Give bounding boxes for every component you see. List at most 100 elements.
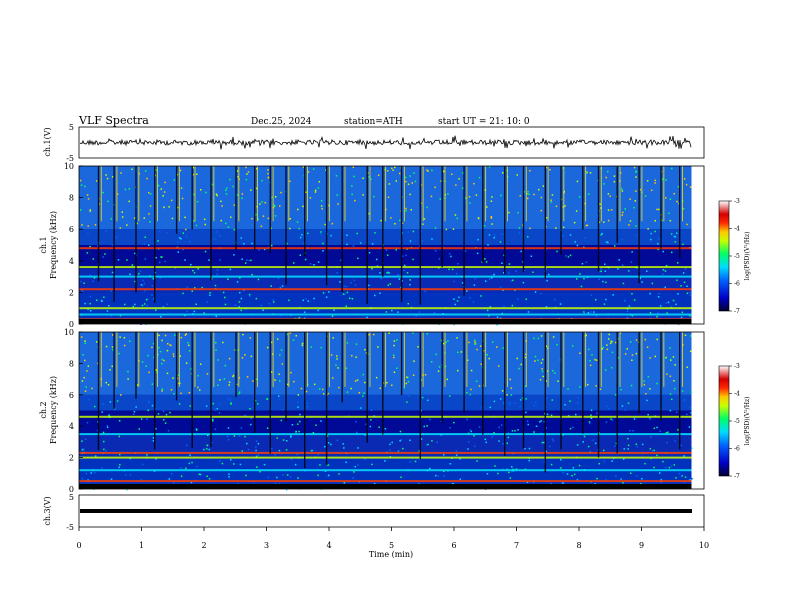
- ch2-colorbar-tick-label: -6: [734, 446, 740, 453]
- ch1-spec-speckle: [476, 252, 479, 255]
- ch1-spec-speckle: [144, 170, 147, 172]
- ch1-spec-speckle: [664, 270, 667, 272]
- ch1-spec-sferic: [679, 166, 681, 259]
- ch1-spec-speckle: [166, 232, 168, 234]
- ch2-spec-speckle: [305, 390, 308, 393]
- ch2-spec-speckle: [240, 427, 243, 429]
- ch2-spec-speckle: [492, 341, 494, 343]
- ch1-spec-speckle: [92, 280, 94, 283]
- ch1-spec-speckle: [233, 228, 235, 231]
- ch2-spec-speckle: [511, 466, 513, 468]
- ch2-spec-speckle: [407, 376, 409, 379]
- ch2-spec-speckle: [684, 476, 687, 478]
- ch2-spec-speckle: [170, 389, 173, 391]
- ch2-spec-speckle: [423, 425, 425, 428]
- ch2-spec-speckle: [299, 420, 301, 423]
- ch1-spec-speckle: [248, 259, 251, 262]
- ch2-spec-speckle: [118, 352, 120, 355]
- ch2-spec-speckle: [141, 361, 144, 363]
- ch2-spec-speckle: [528, 459, 530, 462]
- ch2-spec-speckle: [493, 432, 495, 434]
- ch2-spec-speckle: [101, 467, 103, 469]
- ch1-spec-speckle: [368, 212, 371, 215]
- ch1-spec-sferic: [135, 166, 137, 293]
- ch1-waveform-frame: [78, 126, 705, 159]
- ch1-spec-speckle: [320, 233, 322, 235]
- ch1-spec-speckle: [79, 179, 82, 182]
- ch1-colorbar-tick-label: -4: [734, 226, 740, 233]
- ch1-spec-speckle: [89, 210, 91, 212]
- ch1-spec-speckle: [192, 166, 194, 169]
- ch2-spec-speckle: [391, 384, 393, 386]
- ch1-spec-band-line: [79, 275, 692, 278]
- ch2-spec-speckle: [546, 397, 548, 400]
- ch1-spec-speckle: [385, 311, 388, 313]
- ch1-spec-speckle: [216, 273, 218, 275]
- ch1-spec-speckle: [585, 224, 588, 227]
- ch2-spec-sferic: [441, 332, 443, 424]
- ch1-spec-speckle: [483, 225, 486, 227]
- ch2-spec-speckle: [496, 346, 498, 348]
- ch2-spec-speckle: [82, 448, 85, 450]
- ch1-spec-speckle: [289, 218, 291, 220]
- ch2-spec-speckle: [473, 435, 475, 437]
- ch2-spec-speckle: [106, 426, 109, 429]
- ch2-spec-speckle: [163, 419, 165, 421]
- ch2-spec-speckle: [669, 393, 672, 395]
- ch2-spec-speckle: [608, 333, 610, 336]
- ch2-spec-speckle: [644, 338, 647, 341]
- ch1-spec-speckle: [320, 200, 323, 202]
- ch2-spec-speckle: [557, 380, 559, 382]
- ch1-spec-sferic: [154, 166, 156, 303]
- ch1-spec-speckle: [379, 292, 381, 294]
- ch1-spec-speckle: [233, 204, 236, 206]
- ch1-spec-sferic-halo: [257, 166, 258, 222]
- ch2-spec-speckle: [388, 332, 390, 334]
- ch2-spec-speckle: [371, 463, 373, 466]
- ch1-spec-speckle: [274, 196, 277, 198]
- ch2-spec-speckle: [241, 357, 244, 359]
- ch2-spec-speckle: [345, 461, 347, 464]
- ch1-spec-speckle: [404, 176, 407, 179]
- ch2-spec-speckle: [87, 479, 89, 481]
- ch2-spec-speckle: [129, 340, 131, 342]
- ch1-spec-speckle: [136, 222, 138, 225]
- ch1-spec-speckle: [371, 268, 373, 270]
- ch1-spec-speckle: [584, 237, 586, 239]
- ch2-spec-speckle: [603, 460, 606, 462]
- ch1-spec-speckle: [89, 274, 91, 276]
- ch2-spec-speckle: [286, 488, 288, 491]
- ch1-spec-speckle: [143, 243, 146, 245]
- ch1-spec-speckle: [331, 315, 334, 318]
- ch1-spec-speckle: [380, 219, 382, 222]
- ch2-spec-speckle: [216, 408, 218, 410]
- ch2-spec-speckle: [369, 425, 371, 428]
- ch2-spec-speckle: [120, 394, 122, 396]
- ch1-spec-speckle: [464, 250, 467, 252]
- ch2-spec-speckle: [438, 366, 441, 368]
- ch1-spec-sferic: [341, 166, 343, 293]
- ch1-spec-speckle: [298, 227, 300, 230]
- ch2-spec-speckle: [244, 354, 246, 356]
- ch1-spec-speckle: [480, 295, 482, 297]
- ch1-spec-bottom-strip: [79, 319, 692, 324]
- ch1-spec-speckle: [110, 314, 113, 317]
- ch1-spec-speckle: [603, 303, 606, 305]
- ch2-spec-speckle: [350, 387, 352, 390]
- ch2-spec-speckle: [145, 365, 147, 367]
- ch2-spec-speckle: [255, 446, 257, 448]
- ch1-spec-speckle: [131, 168, 133, 170]
- ch1-spec-speckle: [394, 223, 396, 225]
- ch1-spec-sferic-halo: [178, 166, 180, 222]
- ch2-spec-speckle: [526, 420, 529, 422]
- ch2-spec-speckle: [421, 396, 424, 399]
- ch1-spec-speckle: [545, 306, 548, 308]
- ch2-spec-speckle: [656, 426, 658, 429]
- ch1-spec-speckle: [473, 284, 476, 286]
- ch2-spec-speckle: [80, 336, 83, 338]
- ch2-spec-sferic-halo: [272, 332, 274, 387]
- ch1-spec-speckle: [178, 237, 181, 239]
- ch2-spec-speckle: [199, 363, 202, 365]
- ch2-spec-speckle: [499, 398, 502, 400]
